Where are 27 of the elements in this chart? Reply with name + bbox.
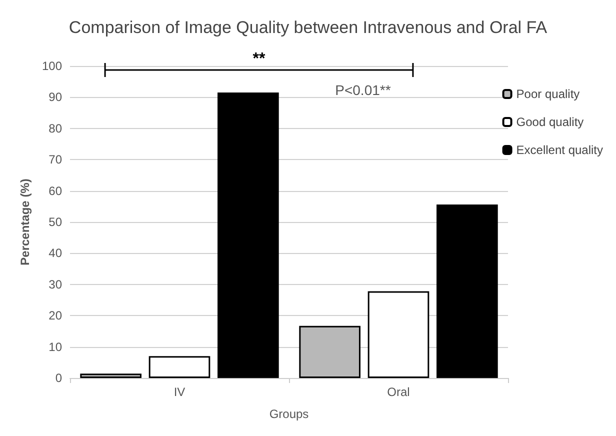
bar (80, 374, 142, 378)
chart-title: Comparison of Image Quality between Intravenous and Oral FA (68, 18, 548, 37)
legend-label: Excellent quality (516, 143, 604, 157)
y-tick-label: 40 (48, 246, 62, 260)
annotation: P<0.01** (335, 82, 392, 98)
y-tick-label: 10 (48, 340, 62, 354)
y-tick-label: 30 (48, 277, 62, 292)
x-tick-label: IV (174, 385, 186, 399)
legend-label: Good quality (516, 115, 584, 129)
y-tick-label: 70 (48, 152, 62, 167)
y-tick-label: 60 (48, 184, 62, 198)
bar (299, 326, 360, 378)
annotation: ** (252, 50, 266, 68)
y-axis-title: Percentage (%) (18, 178, 32, 266)
bar (368, 291, 430, 378)
y-tick-label: 50 (48, 215, 62, 229)
bar (436, 204, 498, 378)
y-tick-label: 80 (48, 121, 62, 136)
y-tick-label: 90 (48, 90, 62, 104)
bar (148, 356, 210, 378)
y-tick-label: 0 (55, 371, 62, 385)
legend-label: Poor quality (516, 87, 580, 101)
y-tick-label: 100 (42, 59, 62, 73)
bar (218, 92, 279, 378)
y-tick-label: 20 (48, 308, 62, 323)
x-tick-label: Oral (387, 385, 410, 399)
x-axis-title: Groups (269, 407, 309, 421)
